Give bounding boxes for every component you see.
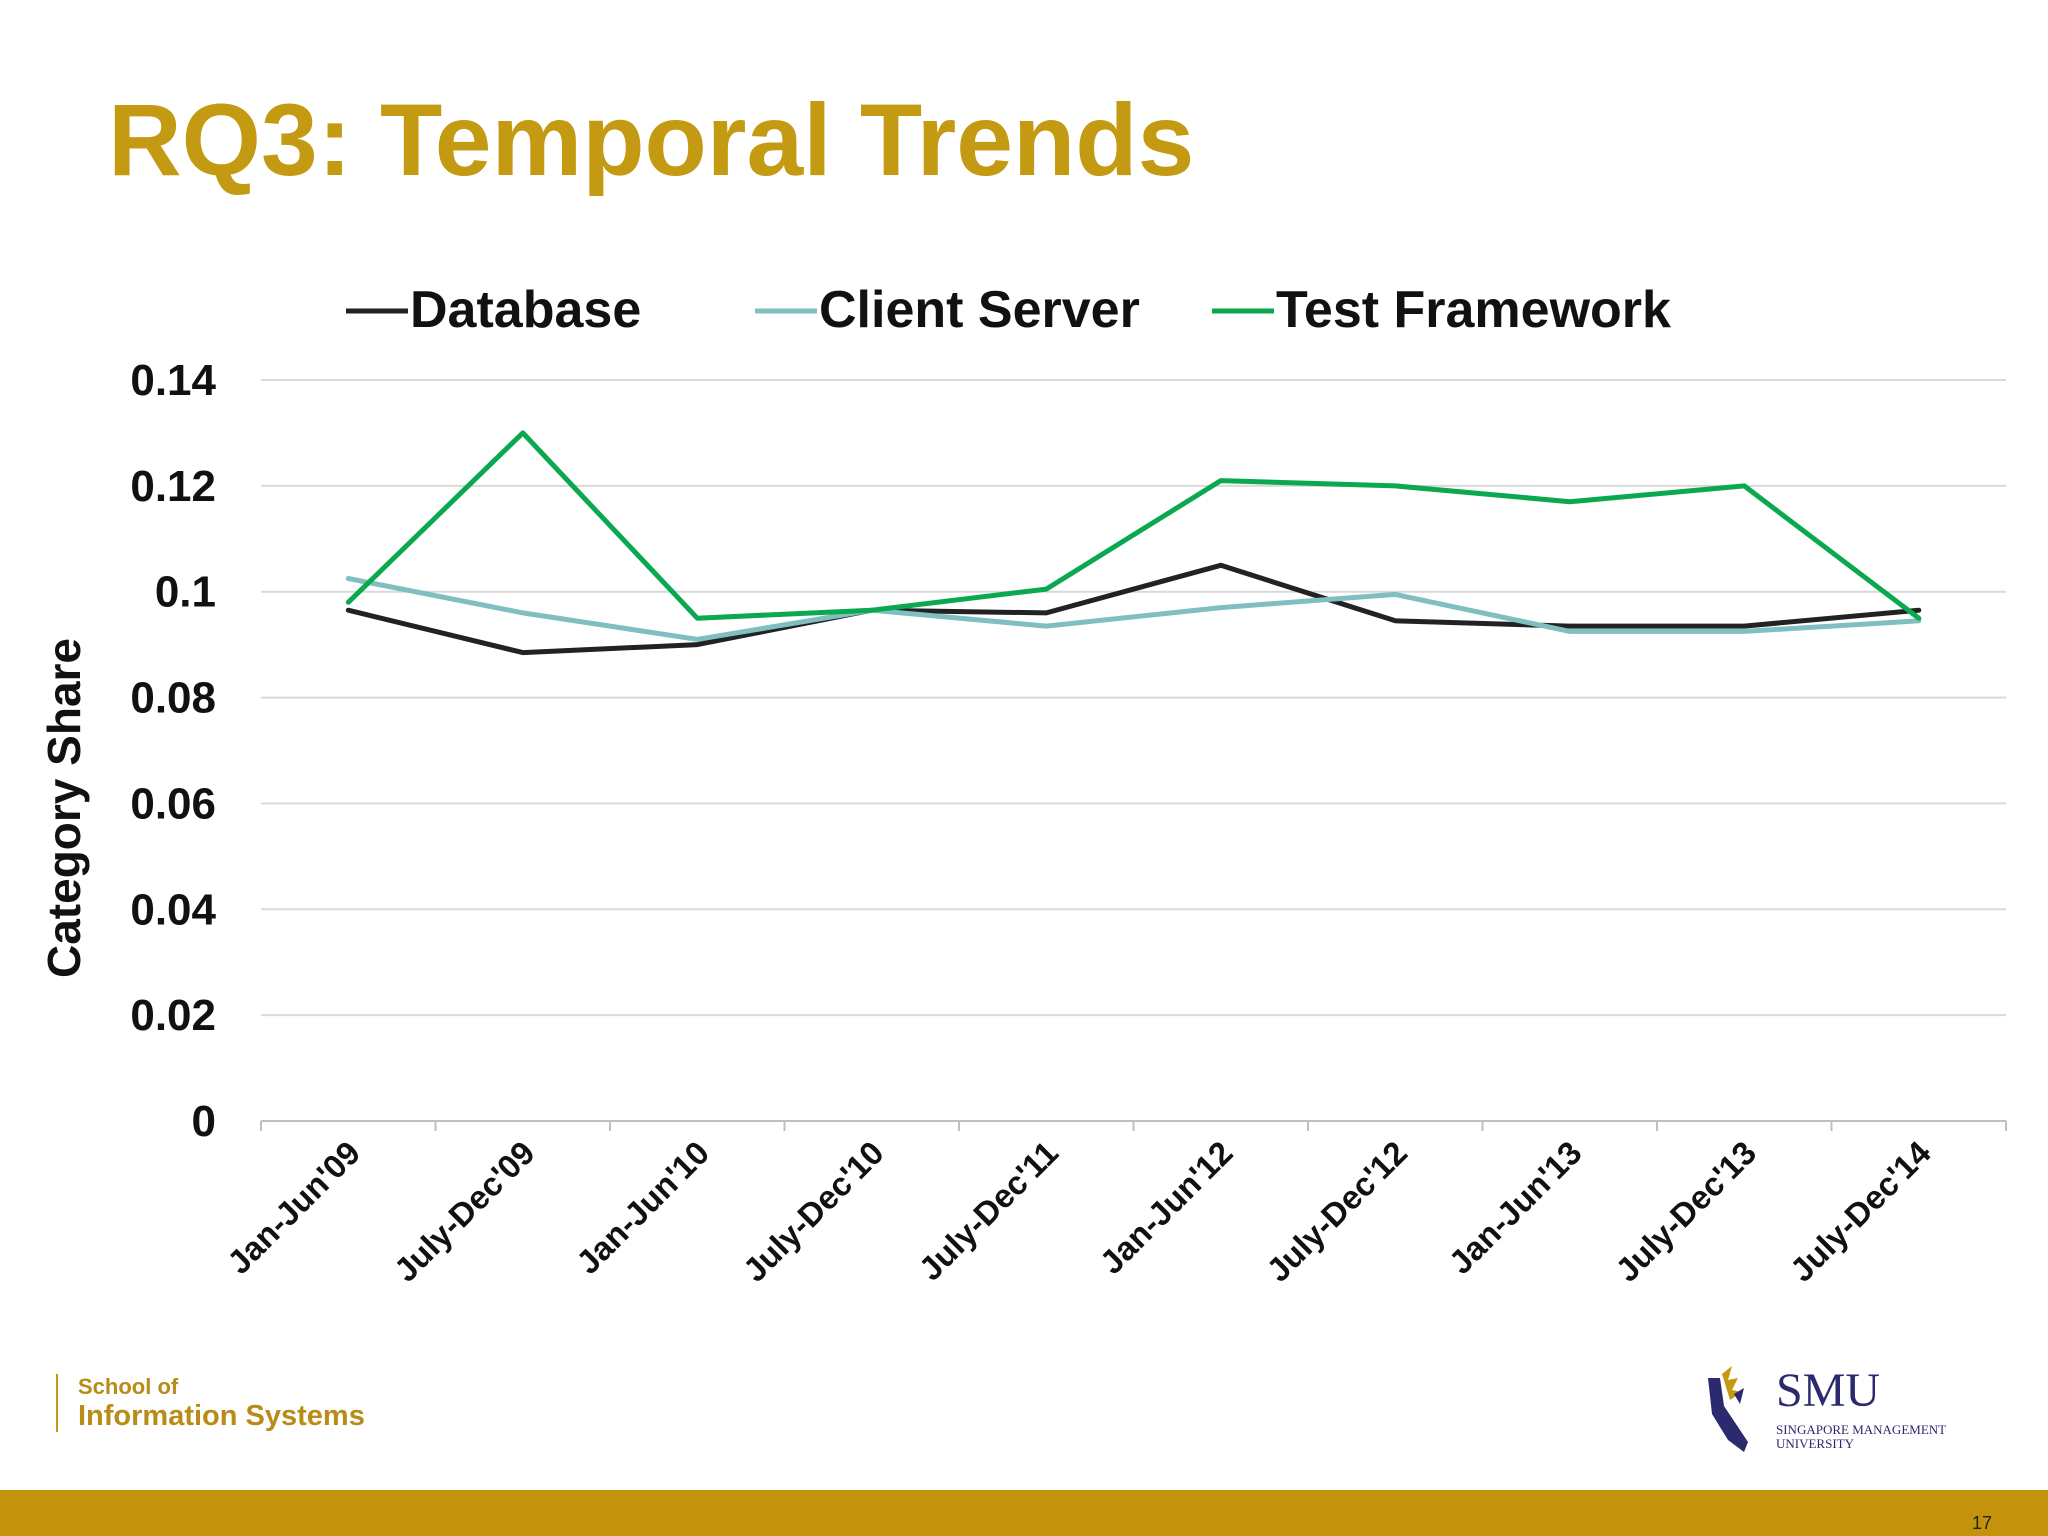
x-tick-label: Jan-Jun'09 (220, 1134, 367, 1281)
y-tick-label: 0 (192, 1097, 216, 1146)
smu-logo: SMU SINGAPORE MANAGEMENT UNIVERSITY (1708, 1364, 1946, 1452)
legend-label-database: Database (410, 281, 641, 339)
chart-legend: Database Client Server Test Framework (346, 281, 1671, 339)
series-lines (345, 430, 1922, 656)
smu-name-line1: SINGAPORE MANAGEMENT (1776, 1422, 1946, 1437)
y-tick-label: 0.02 (130, 991, 216, 1040)
y-tick-label: 0.14 (130, 356, 216, 405)
legend-label-client-server: Client Server (819, 281, 1140, 339)
x-tick-label: July-Dec'11 (912, 1134, 1066, 1288)
x-tick-label: Jan-Jun'13 (1442, 1134, 1589, 1281)
school-line2: Information Systems (78, 1400, 365, 1432)
x-tick-label: July-Dec'12 (1259, 1134, 1414, 1289)
series-line-test-framework (345, 430, 1922, 621)
x-tick-label: Jan-Jun'12 (1093, 1134, 1240, 1281)
y-tick-label: 0.08 (130, 674, 216, 723)
x-tick-labels: Jan-Jun'09 July-Dec'09 Jan-Jun'10 July-Dec'… (220, 1133, 1938, 1288)
y-axis-label: Category Share (38, 638, 90, 978)
smu-logo-text: SMU (1776, 1364, 1880, 1417)
x-tick-label: July-Dec'14 (1783, 1133, 1938, 1288)
footer-bar (0, 1490, 2048, 1536)
slide-title: RQ3: Temporal Trends (108, 83, 1195, 197)
gridlines (260, 379, 2007, 1131)
series-line-database (345, 562, 1922, 656)
y-tick-label: 0.06 (130, 779, 216, 828)
y-tick-label: 0.12 (130, 462, 216, 511)
school-line1: School of (78, 1374, 179, 1399)
smu-name-line2: UNIVERSITY (1776, 1436, 1855, 1451)
x-tick-label: July-Dec'09 (387, 1134, 542, 1289)
x-tick-label: Jan-Jun'10 (569, 1134, 716, 1281)
x-tick-label: July-Dec'10 (736, 1134, 891, 1289)
y-tick-label: 0.04 (130, 885, 216, 934)
smu-shield-icon (1708, 1378, 1748, 1452)
legend-label-test-framework: Test Framework (1276, 281, 1671, 339)
series-line-client-server (345, 576, 1922, 642)
y-tick-labels: 0 0.02 0.04 0.06 0.08 0.1 0.12 0.14 (130, 356, 216, 1146)
y-tick-label: 0.1 (155, 568, 216, 617)
school-logo: School of Information Systems (56, 1374, 365, 1432)
page-number: 17 (1971, 1513, 1992, 1533)
x-tick-label: July-Dec'13 (1608, 1134, 1763, 1289)
